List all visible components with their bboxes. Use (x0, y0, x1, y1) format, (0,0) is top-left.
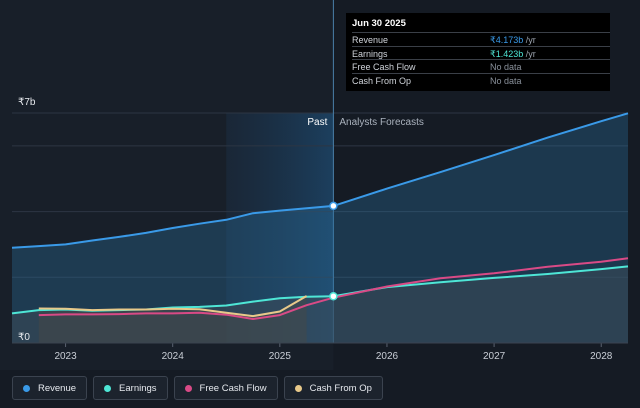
legend-label: Free Cash Flow (199, 382, 267, 394)
y-axis-label-max: ₹7b (18, 97, 36, 108)
legend-free-cash-flow[interactable]: Free Cash Flow (173, 376, 278, 400)
legend: Revenue Earnings Free Cash Flow Cash From O… (12, 376, 383, 400)
tooltip-row: Revenue ₹4.173b /yr (352, 32, 610, 46)
earnings-area (12, 266, 628, 343)
cash-from-op-line (38, 295, 308, 318)
legend-cash-from-op[interactable]: Cash From Op (283, 376, 383, 400)
legend-label: Earnings (119, 382, 157, 394)
tooltip-row-value: No data (490, 75, 522, 86)
free-cash-flow-line (38, 257, 629, 320)
x-tick-label: 2025 (269, 351, 292, 362)
x-tick-label: 2026 (376, 351, 399, 362)
legend-earnings[interactable]: Earnings (93, 376, 168, 400)
tooltip-row: Cash From Op No data (352, 72, 610, 87)
legend-dot-icon (294, 384, 302, 392)
tooltip-row-value: ₹4.173b /yr (490, 35, 536, 45)
revenue-line (11, 112, 629, 249)
legend-revenue[interactable]: Revenue (12, 376, 88, 400)
tooltip-row-name: Revenue (352, 35, 389, 45)
tooltip-row-name: Cash From Op (352, 75, 412, 86)
chart: ₹7b ₹0 Past Analysts Forecasts 2023 2024 2025 2… (11, 0, 629, 362)
legend-dot-icon (23, 384, 30, 392)
legend-label: Cash From Op (309, 382, 372, 394)
legend-label: Revenue (38, 382, 77, 394)
x-tick-label: 2024 (162, 351, 185, 362)
past-label: Past (307, 117, 327, 128)
tooltip-row-value: ₹1.423b /yr (490, 48, 536, 59)
x-tick-label: 2027 (483, 351, 506, 362)
x-tick-label: 2023 (54, 351, 77, 362)
tooltip-date: Jun 30 2025 (352, 18, 406, 29)
revenue-marker (329, 201, 338, 211)
earnings-marker (329, 291, 338, 301)
tooltip-row-value: No data (490, 62, 522, 72)
tooltip-row: Earnings ₹1.423b /yr (352, 45, 610, 60)
forecast-label: Analysts Forecasts (339, 117, 423, 128)
tooltip: Jun 30 2025 Revenue ₹4.173b /yr Earnings ₹1… (346, 13, 610, 91)
x-tick-label: 2028 (590, 351, 613, 362)
tooltip-row-name: Free Cash Flow (352, 62, 416, 72)
tooltip-row-name: Earnings (352, 48, 388, 59)
cash-from-op-area (38, 296, 307, 343)
legend-dot-icon (104, 384, 112, 392)
tooltip-row: Free Cash Flow No data (352, 59, 610, 73)
y-axis-label-min: ₹0 (18, 332, 30, 343)
legend-dot-icon (184, 384, 192, 392)
